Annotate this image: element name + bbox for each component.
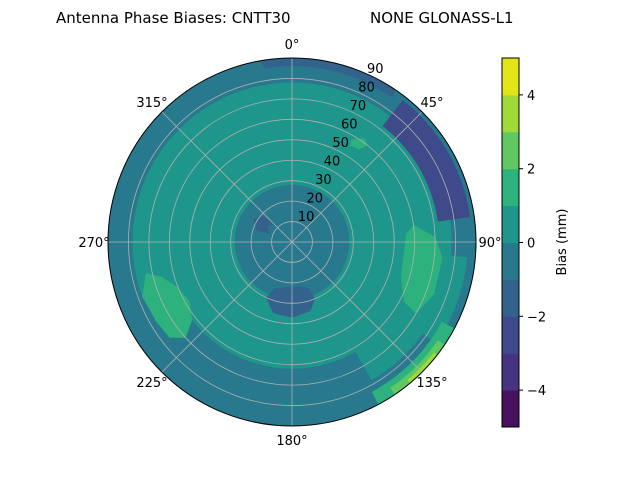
angular-tick-label: 45° (420, 96, 443, 111)
angular-gridline (291, 241, 423, 373)
chart-title-left: Antenna Phase Biases: CNTT30 (56, 9, 291, 27)
contour-region (266, 286, 315, 318)
radial-tick-label: 50 (332, 136, 349, 151)
angular-tick-label: 270° (78, 236, 109, 251)
colorbar-tick-label: 4 (527, 89, 535, 104)
angular-gridline (291, 111, 423, 243)
colorbar-segment (502, 131, 519, 170)
colorbar-label: Bias (mm) (555, 209, 570, 276)
radial-tick-label: 40 (324, 154, 341, 169)
chart-title-right: NONE GLONASS-L1 (370, 9, 514, 27)
contour-region (142, 273, 193, 338)
radial-tick-label: 10 (298, 210, 315, 225)
angular-tick-label: 315° (136, 96, 167, 111)
polar-frame (107, 57, 477, 427)
colorbar-segment (502, 279, 519, 317)
colorbar: −4 −2 0 2 4 (501, 57, 546, 428)
colorbar-segment (502, 353, 519, 391)
angular-tick-label: 90° (478, 236, 501, 251)
contour-region (382, 100, 471, 222)
angular-tick-label: 180° (276, 434, 307, 449)
colorbar-tick-label: −2 (527, 310, 546, 325)
angular-tick-label: 225° (136, 376, 167, 391)
radial-tick-label: 60 (341, 117, 358, 132)
contour-region (138, 285, 374, 406)
colorbar-tick-label: 2 (527, 163, 535, 178)
radial-tick-label: 80 (358, 80, 375, 95)
angular-tick-label: 135° (416, 376, 447, 391)
colorbar-segment (502, 390, 519, 428)
colorbar-tick-label: 0 (527, 237, 535, 252)
colorbar-segment (502, 242, 519, 280)
angular-tick-label: 0° (285, 38, 300, 53)
contour-region (349, 138, 368, 150)
contour-region (260, 58, 395, 98)
radial-tick-label: 90 (367, 62, 384, 77)
radial-tick-label: 20 (306, 192, 323, 207)
colorbar-segment (502, 94, 519, 133)
colorbar-segment (502, 58, 519, 96)
colorbar-tick-label: −4 (527, 384, 546, 399)
colorbar-segment (502, 316, 519, 354)
angular-gridline (161, 111, 293, 243)
contour-region (253, 214, 275, 234)
contour-region (407, 352, 437, 383)
radial-tick-label: 30 (315, 173, 332, 188)
colorbar-segment (502, 168, 519, 207)
axis-labels: 0° 45° 90° 135° 180° 225° 270° 315° 10 20 30 40 50 60… (78, 38, 501, 449)
radial-tick-label: 70 (350, 99, 367, 114)
polar-grid (107, 57, 477, 427)
contour-region (400, 224, 443, 314)
colorbar-segment (502, 205, 519, 243)
angular-gridline (161, 241, 293, 373)
